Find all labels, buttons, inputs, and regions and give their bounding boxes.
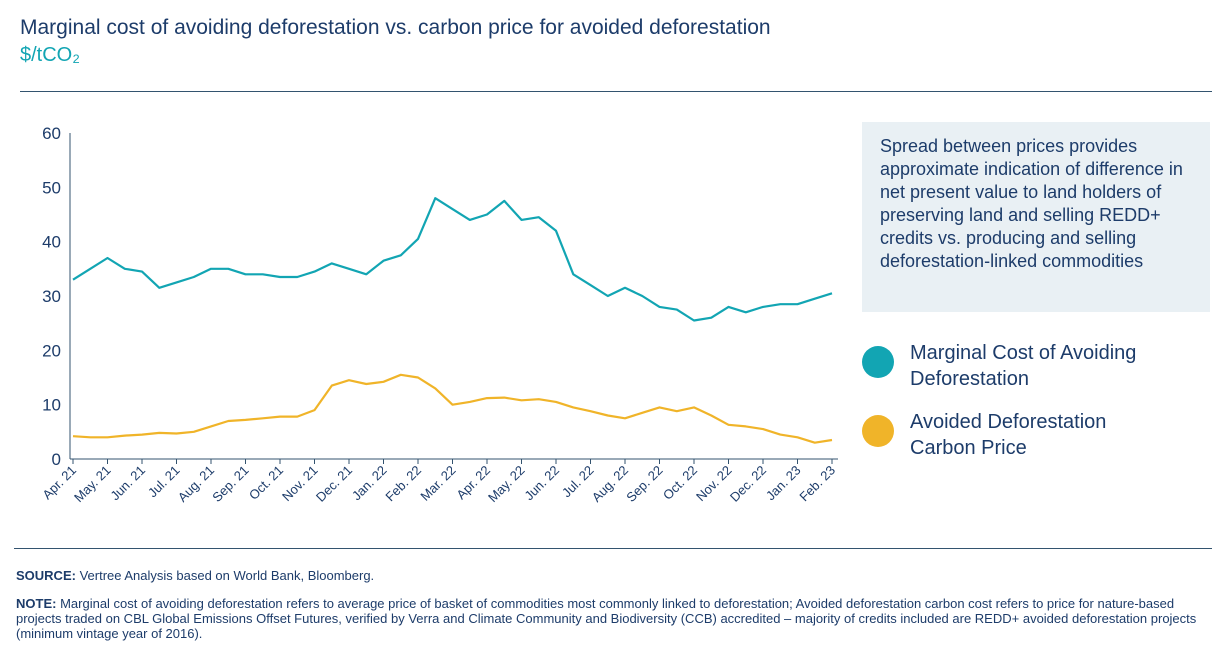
- x-tick-label: Nov. 22: [693, 463, 735, 505]
- y-tick-label: 40: [42, 233, 61, 252]
- note: NOTE: Marginal cost of avoiding deforest…: [16, 596, 1216, 641]
- x-tick-label: Feb. 23: [796, 463, 838, 505]
- x-tick-label: Jan. 23: [763, 463, 804, 504]
- annotation: Spread between prices provides approxima…: [862, 122, 1210, 312]
- note-text: Marginal cost of avoiding deforestation …: [16, 596, 1197, 641]
- x-tick-label: Jun. 22: [521, 463, 562, 504]
- series-line: [72, 197, 833, 322]
- divider: [14, 548, 1212, 549]
- x-tick-label: May. 21: [71, 463, 114, 506]
- y-tick-label: 10: [42, 396, 61, 415]
- x-tick-label: Jan. 22: [349, 463, 390, 504]
- x-tick-label: Feb. 22: [382, 463, 424, 505]
- x-tick-label: Dec. 22: [727, 463, 769, 505]
- legend-swatch: [862, 346, 894, 378]
- source-text: Vertree Analysis based on World Bank, Bl…: [79, 568, 375, 583]
- x-tick-label: Mar. 22: [417, 463, 458, 504]
- x-tick-label: Aug. 22: [589, 463, 631, 505]
- x-tick-label: Sep. 21: [209, 463, 251, 505]
- divider: [20, 91, 1212, 92]
- x-tick-label: Oct. 22: [660, 463, 700, 503]
- x-tick-label: Oct. 21: [246, 463, 286, 503]
- legend-item: Avoided Deforestation Carbon Price: [862, 409, 1212, 469]
- legend-item: Marginal Cost of Avoiding Deforestation: [862, 340, 1212, 400]
- chart-title: Marginal cost of avoiding deforestation …: [20, 16, 771, 39]
- y-tick-label: 50: [42, 178, 61, 197]
- x-tick-label: Jun. 21: [107, 463, 148, 504]
- x-tick-label: Dec. 21: [313, 463, 355, 505]
- source-label: SOURCE:: [16, 568, 76, 583]
- x-tick-label: May. 22: [485, 463, 528, 506]
- series-line: [72, 373, 833, 444]
- legend-swatch: [862, 415, 894, 447]
- legend-label: Marginal Cost of Avoiding Deforestation: [910, 342, 1137, 390]
- chart-subtitle: $/tCO₂: [20, 44, 80, 66]
- y-tick-label: 30: [42, 287, 61, 306]
- y-tick-label: 20: [42, 341, 61, 360]
- x-tick-label: Sep. 22: [623, 463, 665, 505]
- y-tick-label: 0: [52, 450, 61, 469]
- y-tick-label: 60: [42, 124, 61, 143]
- x-tick-label: Nov. 21: [279, 463, 321, 505]
- x-tick-label: Aug. 21: [175, 463, 217, 505]
- source: SOURCE: Vertree Analysis based on World …: [16, 568, 1216, 583]
- note-label: NOTE:: [16, 596, 57, 611]
- legend-label: Avoided Deforestation Carbon Price: [910, 411, 1107, 459]
